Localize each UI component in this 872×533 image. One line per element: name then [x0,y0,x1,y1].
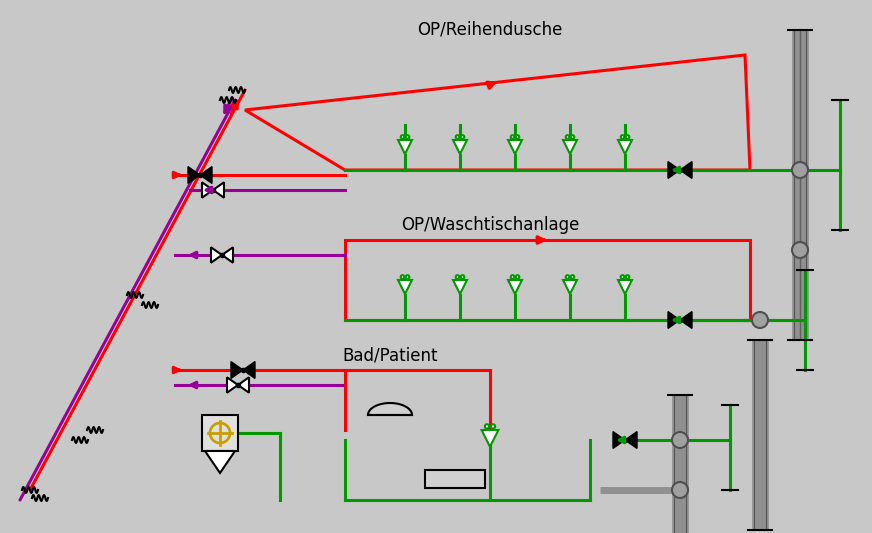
Circle shape [511,275,514,279]
Circle shape [456,275,460,279]
Circle shape [672,482,688,498]
Polygon shape [508,280,522,294]
Circle shape [566,275,569,279]
Polygon shape [238,377,249,393]
Polygon shape [231,361,243,378]
Circle shape [570,135,575,139]
Circle shape [460,135,464,139]
Circle shape [515,135,520,139]
Polygon shape [481,430,499,447]
Polygon shape [563,280,577,294]
Circle shape [792,242,808,258]
Polygon shape [613,432,625,448]
Polygon shape [668,161,680,179]
Circle shape [672,432,688,448]
Polygon shape [202,182,213,198]
Circle shape [570,275,575,279]
Circle shape [405,135,409,139]
Polygon shape [200,167,212,183]
Polygon shape [398,280,412,294]
Text: OP/Waschtischanlage: OP/Waschtischanlage [401,216,579,234]
Circle shape [621,275,624,279]
Text: OP/Reihendusche: OP/Reihendusche [418,21,562,39]
Circle shape [456,135,460,139]
Circle shape [491,424,495,429]
Text: Bad/Patient: Bad/Patient [342,346,438,364]
Polygon shape [508,140,522,154]
Polygon shape [668,312,680,328]
Polygon shape [618,280,632,294]
Polygon shape [368,403,412,415]
Polygon shape [211,247,222,263]
Polygon shape [222,247,233,263]
Circle shape [626,275,630,279]
Circle shape [752,312,768,328]
Circle shape [405,275,409,279]
Bar [425,470,485,488]
Circle shape [511,135,514,139]
Circle shape [460,275,464,279]
Polygon shape [618,140,632,154]
Polygon shape [205,451,235,473]
Circle shape [566,135,569,139]
Circle shape [401,275,405,279]
Polygon shape [227,377,238,393]
Circle shape [485,424,489,429]
Polygon shape [188,167,200,183]
Polygon shape [563,140,577,154]
Circle shape [792,162,808,178]
Circle shape [515,275,520,279]
Polygon shape [453,280,467,294]
Bar [202,415,238,451]
Polygon shape [625,432,637,448]
Polygon shape [680,312,692,328]
Circle shape [626,135,630,139]
Polygon shape [680,161,692,179]
Circle shape [621,135,624,139]
Polygon shape [398,140,412,154]
Polygon shape [213,182,224,198]
Polygon shape [453,140,467,154]
Polygon shape [243,361,255,378]
Circle shape [401,135,405,139]
